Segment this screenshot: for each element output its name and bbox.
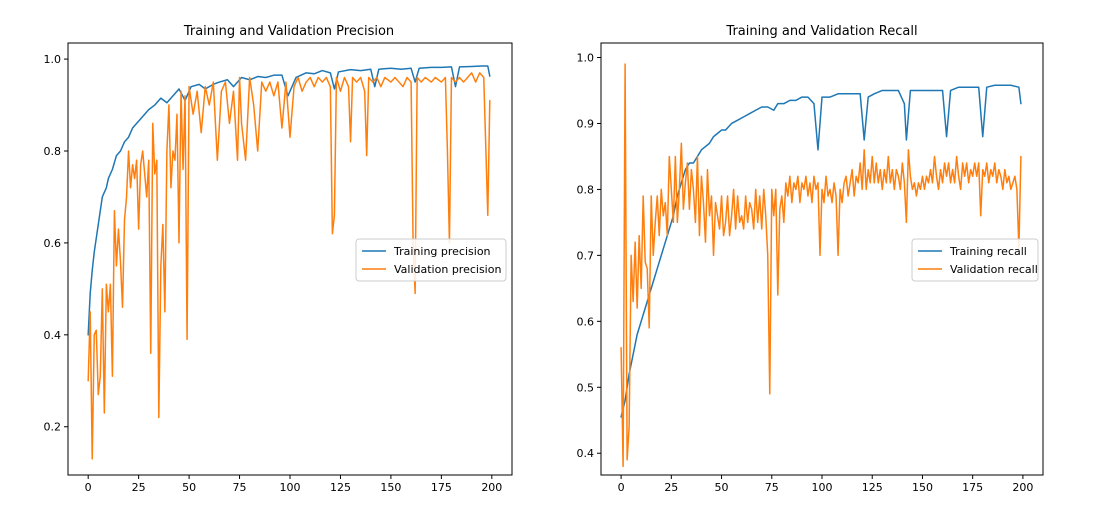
y-axis-ticks: 0.4 0.5 0.6 0.7 0.8 0.9 1.0	[577, 52, 601, 460]
legend-box	[355, 238, 507, 282]
y-axis-ticks: 0.2 0.4 0.6 0.8 1.0	[44, 53, 68, 434]
y-tick-label: 0.4	[577, 447, 595, 460]
plot-frame	[67, 42, 513, 476]
y-tick-label: 1.0	[577, 52, 595, 65]
validation-series-line	[87, 72, 491, 460]
plot-frame	[600, 42, 1044, 476]
chart-title: Training and Validation Recall	[725, 24, 917, 39]
x-tick-label: 175	[962, 481, 983, 494]
y-tick-label: 0.4	[44, 329, 62, 342]
x-axis-ticks: 0 25 50 75 100 125 150 175 200	[618, 475, 1033, 494]
validation-series-line	[620, 63, 1022, 468]
legend-label-validation: Validation recall	[950, 263, 1038, 276]
precision-chart: Training and Validation Precision 0 25 50 7…	[44, 24, 513, 494]
recall-chart: Training and Validation Recall 0 25 50 75 10…	[577, 24, 1044, 494]
x-tick-label: 25	[664, 481, 678, 494]
legend-label-validation: Validation precision	[394, 263, 501, 276]
y-tick-label: 0.8	[44, 145, 62, 158]
x-tick-label: 200	[481, 481, 502, 494]
x-tick-label: 0	[85, 481, 92, 494]
x-tick-label: 25	[132, 481, 146, 494]
x-tick-label: 50	[182, 481, 196, 494]
x-tick-label: 0	[618, 481, 625, 494]
legend: Training recall Validation recall	[911, 238, 1039, 282]
x-tick-label: 75	[233, 481, 247, 494]
legend-label-training: Training recall	[949, 245, 1027, 258]
legend: Training precision Validation precision	[355, 238, 507, 282]
x-tick-label: 150	[912, 481, 933, 494]
x-tick-label: 125	[330, 481, 351, 494]
training-series-line	[620, 84, 1022, 418]
x-tick-label: 175	[431, 481, 452, 494]
training-series-line	[87, 65, 491, 336]
y-tick-label: 1.0	[44, 53, 62, 66]
x-tick-label: 100	[280, 481, 301, 494]
x-tick-label: 150	[380, 481, 401, 494]
x-tick-label: 100	[812, 481, 833, 494]
chart-title: Training and Validation Precision	[183, 24, 394, 39]
x-tick-label: 75	[765, 481, 779, 494]
y-tick-label: 0.7	[577, 249, 595, 262]
x-tick-label: 50	[715, 481, 729, 494]
series-lines	[87, 65, 491, 460]
y-tick-label: 0.6	[577, 315, 595, 328]
x-axis-ticks: 0 25 50 75 100 125 150 175 200	[85, 475, 502, 494]
legend-label-training: Training precision	[393, 245, 491, 258]
x-tick-label: 125	[862, 481, 883, 494]
legend-box	[911, 238, 1039, 282]
x-tick-label: 200	[1012, 481, 1033, 494]
y-tick-label: 0.2	[44, 421, 62, 434]
series-lines	[620, 63, 1022, 468]
y-tick-label: 0.5	[577, 381, 595, 394]
y-tick-label: 0.9	[577, 117, 595, 130]
y-tick-label: 0.6	[44, 237, 62, 250]
y-tick-label: 0.8	[577, 183, 595, 196]
